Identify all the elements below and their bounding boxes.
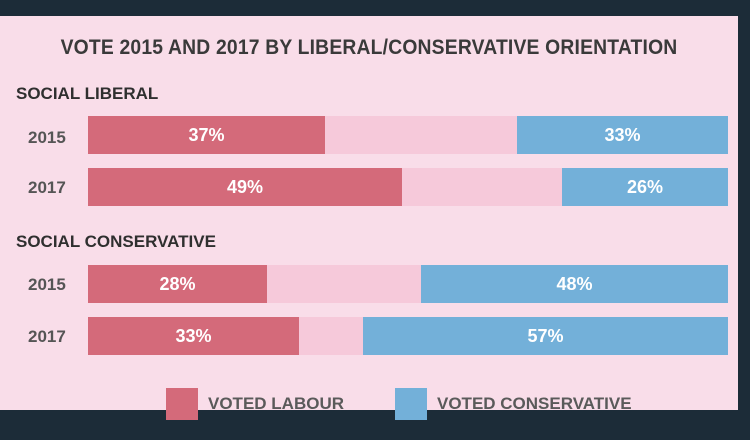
bar-track-conservative-2015: 28% 48% xyxy=(88,265,728,303)
year-label: 2015 xyxy=(28,275,66,294)
labour-value-label: 37% xyxy=(188,124,225,145)
labour-bar: 37% xyxy=(88,116,325,154)
labour-value-label: 33% xyxy=(175,325,212,346)
legend-swatch-labour xyxy=(166,388,198,420)
group-label-social-liberal: SOCIAL LIBERAL xyxy=(16,84,159,103)
bar-track-conservative-2017: 33% 57% xyxy=(88,317,728,355)
chart-panel: VOTE 2015 AND 2017 BY LIBERAL/CONSERVATI… xyxy=(0,16,738,420)
labour-bar: 28% xyxy=(88,265,267,303)
conservative-bar: 33% xyxy=(517,116,728,154)
conservative-bar: 57% xyxy=(363,317,728,355)
bar-track-liberal-2017: 49% 26% xyxy=(88,168,728,206)
year-label: 2015 xyxy=(28,128,66,147)
legend-label-conservative: VOTED CONSERVATIVE xyxy=(437,394,632,413)
conservative-bar: 26% xyxy=(562,168,728,206)
legend-label-labour: VOTED LABOUR xyxy=(208,394,344,413)
legend-swatch-conservative xyxy=(395,388,427,420)
labour-value-label: 28% xyxy=(159,273,196,294)
labour-bar: 33% xyxy=(88,317,299,355)
conservative-value-label: 26% xyxy=(626,176,664,197)
year-label: 2017 xyxy=(28,178,66,197)
group-label-social-conservative: SOCIAL CONSERVATIVE xyxy=(16,232,216,251)
labour-bar: 49% xyxy=(88,168,402,206)
labour-value-label: 49% xyxy=(226,176,264,197)
conservative-value-label: 48% xyxy=(556,273,593,294)
chart-title: VOTE 2015 AND 2017 BY LIBERAL/CONSERVATI… xyxy=(60,36,678,59)
conservative-bar: 48% xyxy=(421,265,728,303)
frame-edge xyxy=(738,16,750,410)
bar-track-liberal-2015: 37% 33% xyxy=(88,116,728,154)
conservative-value-label: 57% xyxy=(527,325,564,346)
year-label: 2017 xyxy=(28,327,66,346)
conservative-value-label: 33% xyxy=(604,124,641,145)
